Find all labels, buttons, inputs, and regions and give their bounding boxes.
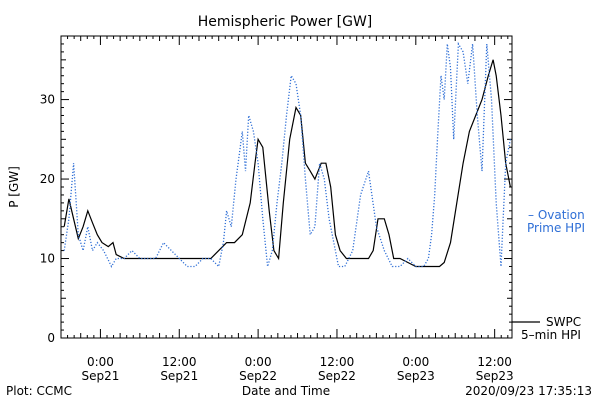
legend-ovation-line2: Prime HPI (527, 221, 585, 235)
series-ovation-prime-hpi (63, 41, 512, 268)
legend-swpc-line1: SWPC (546, 315, 581, 329)
x-tick-time-label: 0:00 (87, 355, 114, 369)
y-tick-label: 10 (40, 252, 55, 266)
y-axis: 0 10 20 30 (40, 35, 512, 345)
x-axis-label: Date and Time (242, 384, 330, 398)
y-tick-label: 20 (40, 172, 55, 186)
x-tick-time-label: 0:00 (402, 355, 429, 369)
x-tick-time-label: 0:00 (245, 355, 272, 369)
x-tick-date-label: Sep23 (397, 369, 435, 383)
x-tick-time-label: 12:00 (320, 355, 355, 369)
plot-frame (60, 35, 513, 339)
x-tick-time-label: 12:00 (162, 355, 197, 369)
x-tick-date-label: Sep21 (81, 369, 119, 383)
x-tick-date-label: Sep23 (476, 369, 514, 383)
y-axis-label: P [GW] (7, 166, 21, 208)
chart-title: Hemispheric Power [GW] (198, 14, 373, 30)
y-tick-label: 0 (47, 331, 55, 345)
series-swpc-hpi (63, 59, 511, 268)
plot-timestamp: 2020/09/23 17:35:13 (465, 384, 592, 398)
x-tick-date-label: Sep21 (160, 369, 198, 383)
plot-credit: Plot: CCMC (6, 384, 72, 398)
y-tick-label: 30 (40, 93, 55, 107)
x-axis: 0:00Sep2112:00Sep210:00Sep2212:00Sep220:… (60, 36, 514, 383)
legend-swpc-line2: 5–min HPI (521, 328, 581, 342)
x-tick-date-label: Sep22 (239, 369, 277, 383)
legend-ovation-line1: – Ovation (528, 208, 585, 222)
x-tick-date-label: Sep22 (318, 369, 356, 383)
series-layer (63, 41, 512, 268)
x-tick-time-label: 12:00 (477, 355, 512, 369)
